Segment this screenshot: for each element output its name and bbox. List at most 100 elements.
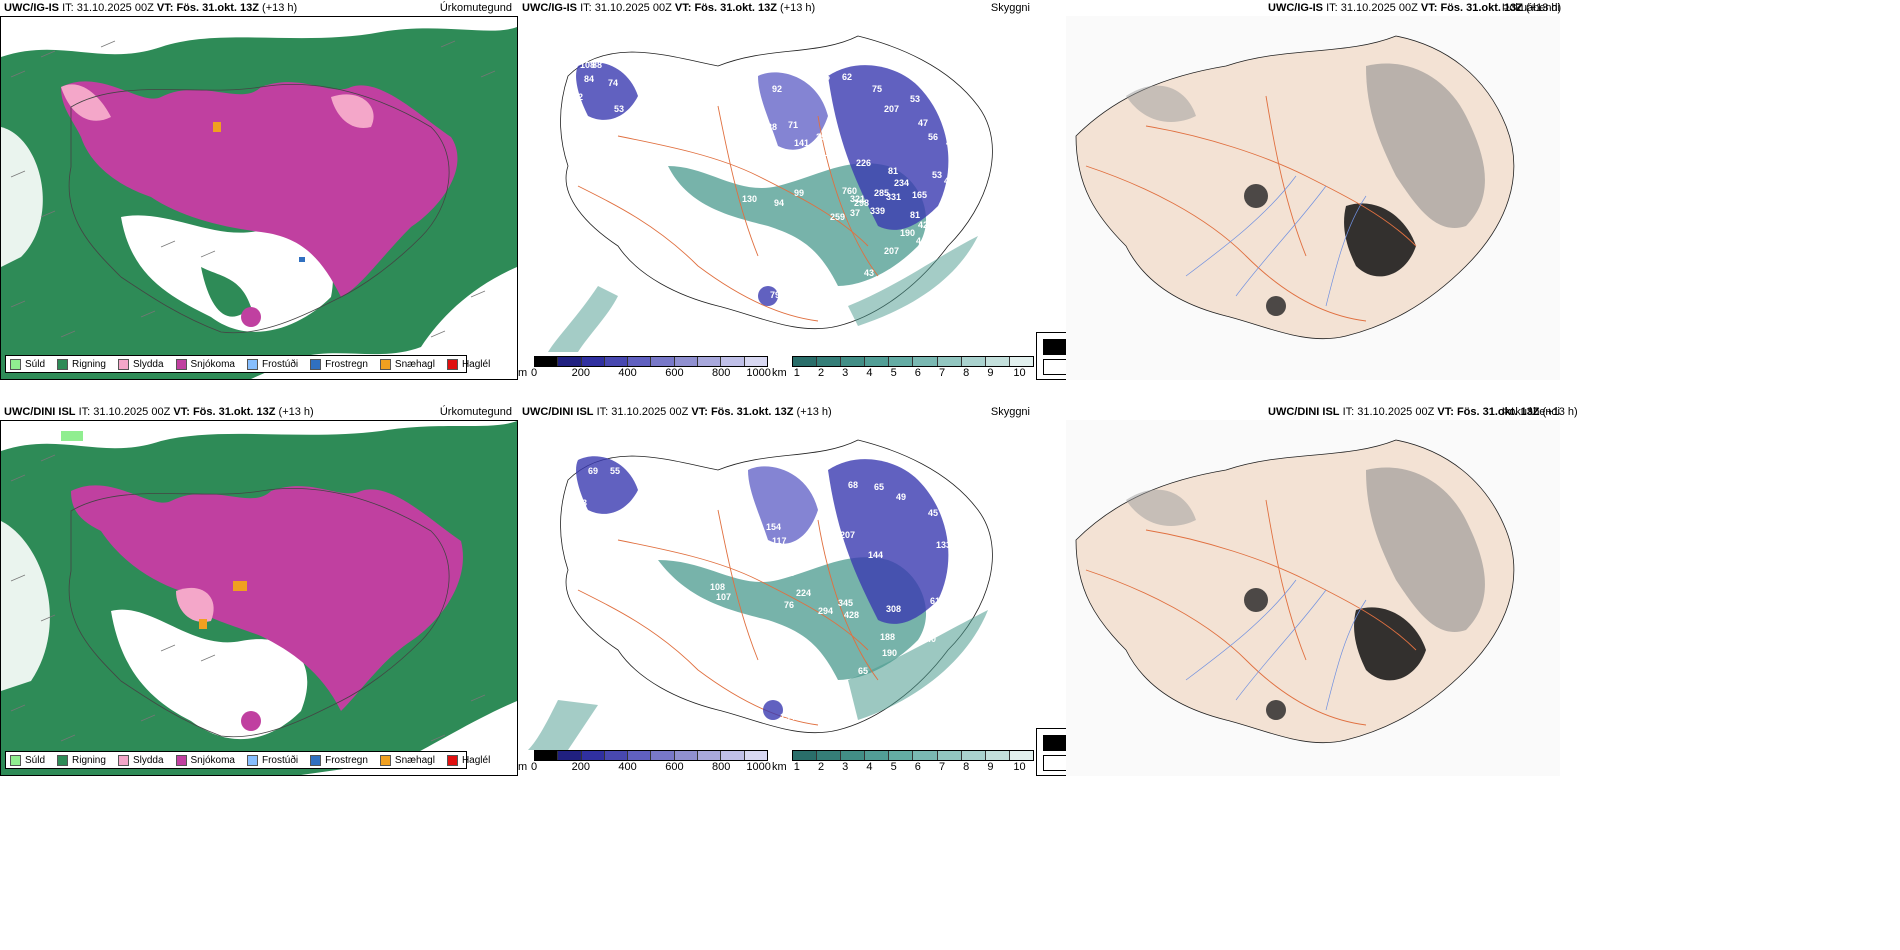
fog-panel-ig: UWC/IG-IS IT: 31.10.2025 00Z VT: Fös. 31…	[1036, 0, 1900, 380]
cloud-base-label: 207	[604, 124, 619, 134]
cloud-base-label: 65	[874, 482, 884, 492]
cloud-base-label: 81	[780, 314, 790, 324]
cloud-base-label: 48	[958, 586, 968, 596]
cloud-base-label: 103	[588, 158, 603, 168]
cloud-base-label: 900	[780, 568, 795, 578]
model-name: UWC/IG-IS	[4, 2, 59, 14]
legend-swatch	[117, 754, 129, 766]
cloud-base-label: 48	[944, 176, 954, 186]
legend-swatch	[310, 358, 322, 370]
cloud-base-label: 29	[816, 132, 826, 142]
legend-item: Súld	[10, 358, 45, 370]
legend-swatch	[175, 358, 187, 370]
legend-item: Snjókoma	[175, 754, 235, 766]
cloud-base-label: 339	[870, 206, 885, 216]
cloud-base-label: 46	[944, 120, 954, 130]
cloud-base-label: 134	[780, 712, 795, 722]
legend-swatch	[246, 358, 258, 370]
cloud-base-label: 331	[886, 192, 901, 202]
cloud-base-label: 71	[788, 120, 798, 130]
cloud-base-label: 165	[912, 190, 927, 200]
cloud-base-label: 65	[858, 666, 868, 676]
cloud-base-label: 308	[886, 604, 901, 614]
legend-item: Slydda	[117, 358, 164, 370]
cloud-base-label: 44	[916, 236, 926, 246]
legend-item: Snæhagl	[379, 358, 435, 370]
cloud-base-label: 102	[568, 92, 583, 102]
cloud-base-label: 53	[932, 170, 942, 180]
cloud-base-label: 76	[784, 600, 794, 610]
legend-swatch	[246, 754, 258, 766]
cloud-base-label: 43	[864, 268, 874, 278]
cloud-base-label: 234	[894, 178, 909, 188]
cloud-base-label: 154	[766, 522, 781, 532]
model-name: UWC/IG-IS	[522, 2, 577, 14]
legend-swatch	[57, 754, 69, 766]
cloud-base-label: 75	[872, 84, 882, 94]
legend-item: Haglél	[446, 754, 490, 766]
legend-swatch	[175, 754, 187, 766]
cloud-base-label: 190	[882, 648, 897, 658]
legend-swatch	[310, 754, 322, 766]
cloud-base-label: 40	[926, 634, 936, 644]
legend-item: Rigning	[57, 358, 106, 370]
cloud-base-label: 108	[618, 154, 633, 164]
legend-swatch	[57, 358, 69, 370]
cloud-base-label: 188	[880, 632, 895, 642]
cloud-base-label: 81	[888, 166, 898, 176]
cloud-base-label: 98	[574, 106, 584, 116]
cloud-base-label: 49	[946, 138, 956, 148]
cloud-base-label: 117	[772, 536, 787, 546]
cloud-base-label: 207	[884, 104, 899, 114]
precip-map-svg	[1, 421, 517, 775]
cloud-base-label: 66	[648, 498, 658, 508]
vt-value: Fös. 31.okt. 13Z	[176, 2, 259, 14]
cloud-base-label: 298	[854, 198, 869, 208]
cloud-base-label: 141	[794, 138, 809, 148]
cloud-base-label: 82	[808, 540, 818, 550]
cloud-base-label: 88	[592, 60, 602, 70]
legend-swatch	[379, 358, 391, 370]
legend-item: Slydda	[117, 754, 164, 766]
cloud-base-colorbar: m 0 200 400 600 800 1000	[518, 750, 771, 776]
cloud-base-label: 151	[570, 124, 585, 134]
panel-title: Þokuábendi	[1501, 406, 1560, 418]
cloud-base-label: 92	[772, 84, 782, 94]
panel-header: UWC/IG-IS IT: 31.10.2025 00Z VT: Fös. 31…	[1268, 2, 1562, 14]
cloud-visibility-panel-ig: UWC/IG-IS IT: 31.10.2025 00Z VT: Fös. 31…	[518, 0, 1036, 380]
panel-header: UWC/IG-IS IT: 31.10.2025 00Z VT: Fös. 31…	[522, 2, 816, 14]
cloud-base-label: 99	[794, 188, 804, 198]
cloud-base-label: 55	[594, 448, 604, 458]
legend-swatch	[446, 754, 458, 766]
legend-item: Frostregn	[310, 754, 368, 766]
cloud-base-label: 760	[842, 186, 857, 196]
cloud-base-label: 94	[774, 198, 784, 208]
visibility-unit: km	[772, 367, 787, 379]
precip-map-svg	[1, 17, 517, 379]
legend-item: Frostúði	[246, 358, 298, 370]
cloud-base-label: 190	[900, 228, 915, 238]
cloud-base-label: 207	[840, 530, 855, 540]
cloud-base-label: 144	[868, 550, 883, 560]
cloud-base-label: 130	[742, 194, 757, 204]
cloud-labels: 55 69 55 103 110 66 68 65 49 45 48 154 117 108 82 207 14…	[572, 448, 972, 722]
legend-item: Snæhagl	[379, 754, 435, 766]
cloud-map: 108 88 84 74 102 98 53 151 207 103 108 89 92 66 62 75 20…	[518, 16, 1036, 380]
cloud-base-label: 53	[910, 94, 920, 104]
fog-legend: 0 60	[1036, 332, 1094, 380]
cloud-base-unit: m	[518, 367, 528, 379]
model-name: UWC/IG-IS	[1268, 2, 1323, 14]
cloud-base-label: 103	[574, 596, 589, 606]
cloud-base-label: 81	[910, 210, 920, 220]
legend-swatch	[10, 754, 21, 766]
legend-item: Snjókoma	[175, 358, 235, 370]
cloud-map: 55 69 55 103 110 66 68 65 49 45 48 154 117 108 82 207 14…	[518, 420, 1036, 776]
cloud-base-label: 259	[830, 212, 845, 222]
panel-title: Skyggni	[990, 406, 1030, 418]
legend-item: Súld	[10, 754, 45, 766]
panel-header: UWC/IG-IS IT: 31.10.2025 00Z VT: Fös. 31…	[4, 2, 297, 14]
lead-time: (+13 h)	[262, 2, 298, 14]
precip-type-panel-ig: UWC/IG-IS IT: 31.10.2025 00Z VT: Fös. 31…	[0, 0, 518, 380]
cloud-base-label: 315	[820, 148, 835, 158]
